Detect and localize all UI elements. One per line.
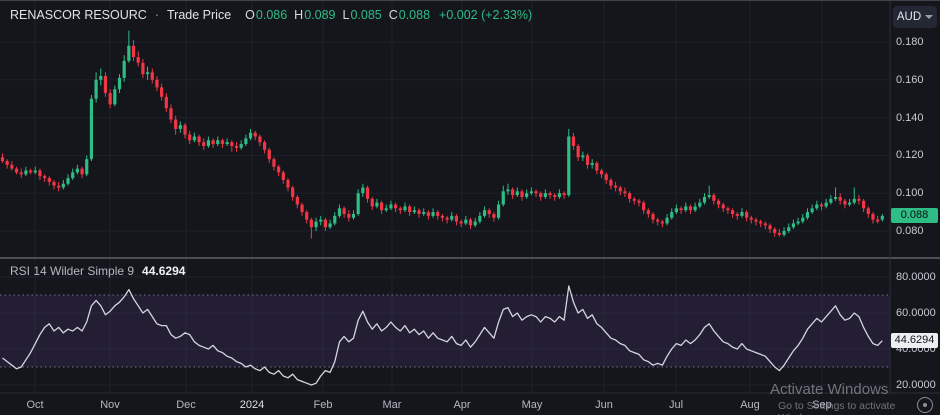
price-axis-label: 0.120 xyxy=(896,149,924,162)
rsi-axis-label: 20.0000 xyxy=(896,379,936,391)
rsi-axis-label: 80.0000 xyxy=(896,271,936,283)
low-label: L xyxy=(342,8,350,22)
price-axis-label: 0.080 xyxy=(896,225,924,237)
time-axis-label: Apr xyxy=(453,399,471,411)
last-price-badge: 0.088 xyxy=(891,208,938,224)
candlestick-series xyxy=(0,30,884,239)
open-value: 0.086 xyxy=(255,8,288,22)
price-axis-label: 0.160 xyxy=(896,73,924,86)
time-axis-label: May xyxy=(521,399,543,411)
time-axis-label: Dec xyxy=(176,399,196,411)
time-axis-label: Jul xyxy=(668,399,684,411)
close-value: 0.088 xyxy=(398,8,431,22)
price-axis-label: 0.180 xyxy=(896,36,924,48)
rsi-indicator-legend[interactable]: RSI 14 Wilder Simple 9 44.6294 xyxy=(10,264,185,278)
price-axis-label: 0.140 xyxy=(896,111,924,124)
currency-dropdown-button[interactable]: AUD xyxy=(893,6,937,28)
time-axis-label: Mar xyxy=(382,399,402,411)
settings-icon-dot xyxy=(923,403,927,407)
time-axis-label: Oct xyxy=(26,399,44,411)
high-label: H xyxy=(294,8,304,22)
rsi-line xyxy=(2,285,883,386)
time-axis-label: 2024 xyxy=(239,399,265,411)
pane-separator xyxy=(0,257,940,259)
rsi-value-badge: 44.6294 xyxy=(891,333,938,349)
low-value: 0.085 xyxy=(350,8,382,22)
series-type-label: Trade Price xyxy=(167,8,232,22)
rsi-indicator-value: 44.6294 xyxy=(142,264,186,278)
ohlc-readout: O 0.086 H 0.089 L 0.085 C 0.088 +0.002 (+2.3… xyxy=(245,8,532,22)
legend-separator: · xyxy=(154,8,159,22)
high-value: 0.089 xyxy=(304,8,336,22)
change-value: +0.002 (+2.33%) xyxy=(439,8,533,22)
time-axis-label: Feb xyxy=(313,399,333,411)
symbol-name: RENASCOR RESOURC xyxy=(10,8,147,22)
open-label: O xyxy=(245,8,255,22)
chevron-down-icon xyxy=(925,15,934,19)
close-label: C xyxy=(388,8,398,22)
time-axis-label: Jun xyxy=(595,399,613,411)
time-axis-label: Nov xyxy=(100,399,120,411)
rsi-indicator-name: RSI 14 Wilder Simple 9 xyxy=(10,264,135,278)
time-axis-label: Aug xyxy=(740,399,760,411)
price-axis-label: 0.100 xyxy=(896,187,924,200)
rsi-band xyxy=(0,295,890,367)
axis-settings-icon[interactable] xyxy=(917,397,933,413)
currency-label: AUD xyxy=(896,11,922,23)
rsi-axis-label: 60.0000 xyxy=(896,307,936,319)
time-axis-label: Sep xyxy=(812,399,832,411)
